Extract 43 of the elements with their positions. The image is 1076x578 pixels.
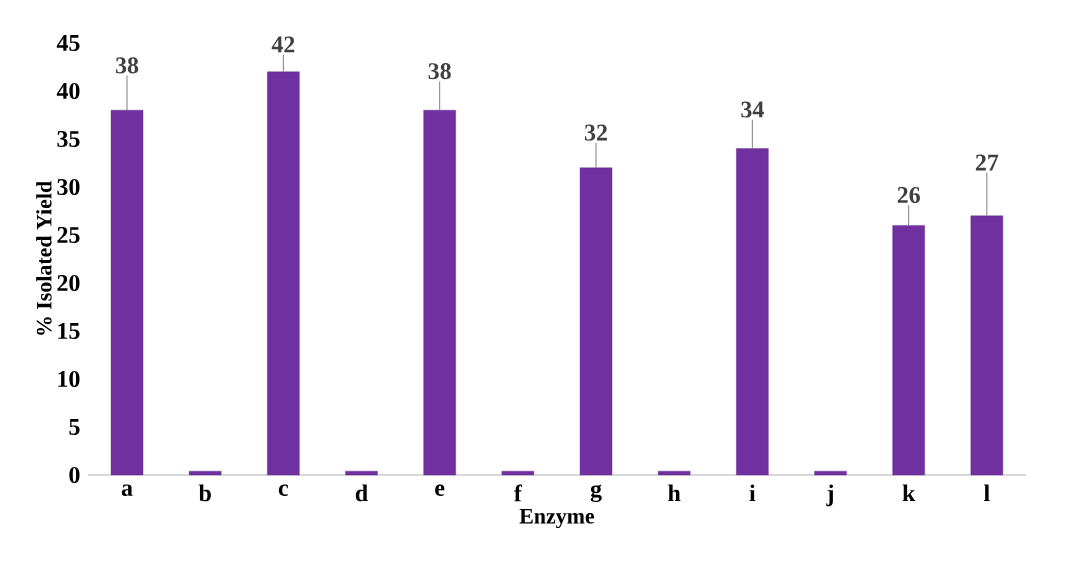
y-tick-label: 35 (57, 130, 80, 148)
y-tick-label: 25 (57, 226, 80, 244)
y-tick-label: 5 (69, 419, 80, 435)
x-tick-label: h (668, 484, 681, 502)
bar (423, 109, 456, 476)
bar (892, 225, 925, 476)
data-label: 38 (428, 63, 451, 80)
x-tick-label: a (121, 484, 133, 496)
x-tick-label: f (514, 484, 523, 502)
bar (345, 470, 378, 476)
y-tick-label: 15 (58, 322, 80, 339)
bar (736, 148, 769, 476)
data-label: 42 (271, 36, 295, 53)
x-tick-label: g (590, 484, 602, 503)
x-tick-label: d (355, 484, 368, 502)
bar (970, 215, 1004, 476)
data-label: 26 (897, 186, 920, 204)
y-axis-title: % Isolated Yield (36, 181, 52, 335)
bar (501, 470, 535, 476)
bar (579, 167, 613, 476)
x-tick-label: e (435, 484, 445, 496)
y-tick-label: 20 (57, 274, 80, 292)
x-tick-label: j (826, 484, 833, 507)
x-axis-title: Enzyme (519, 509, 595, 529)
x-tick-label: k (902, 484, 916, 502)
data-label: 27 (975, 154, 999, 171)
bar (814, 470, 847, 476)
bar (267, 71, 300, 476)
y-tick-label: 10 (58, 370, 80, 388)
y-tick-label: 30 (57, 178, 80, 196)
bar (110, 109, 144, 476)
x-tick-label: i (749, 484, 756, 502)
data-label: 38 (115, 57, 139, 74)
y-tick-label: 45 (56, 35, 80, 51)
x-tick-label: l (983, 484, 990, 502)
bar (657, 470, 691, 476)
x-tick-label: c (278, 484, 289, 496)
y-tick-label: 40 (56, 82, 80, 100)
bar (188, 470, 222, 476)
x-tick-label: b (198, 484, 211, 502)
y-tick-label: 0 (69, 466, 80, 484)
data-label: 34 (741, 101, 764, 118)
data-label: 32 (584, 124, 607, 141)
